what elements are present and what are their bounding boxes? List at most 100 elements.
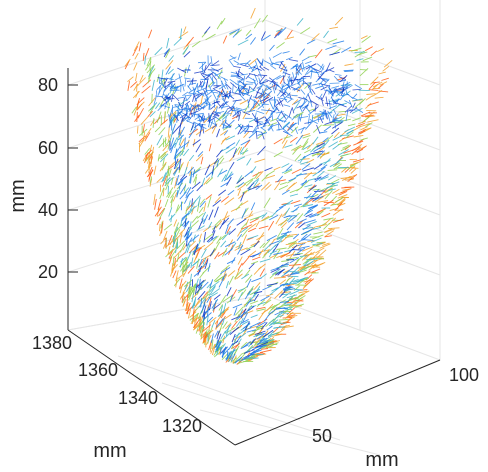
vector-arrow [314, 176, 322, 181]
vector-arrow [225, 135, 236, 141]
vector-arrow [148, 173, 151, 182]
vector-arrow [175, 238, 179, 248]
vector-arrow [322, 124, 335, 126]
vector-arrow [240, 200, 249, 206]
vector-arrow [168, 168, 172, 177]
vector-arrow [158, 127, 166, 136]
vector-arrow [162, 175, 168, 187]
vector-arrow [199, 200, 206, 208]
vector-arrow [243, 353, 253, 359]
vector-arrow [253, 78, 257, 87]
vector-arrow [240, 319, 249, 324]
vector-arrow [174, 75, 183, 81]
vector-arrow [364, 46, 373, 52]
vector-arrow [248, 95, 252, 104]
vector-arrow [279, 311, 287, 318]
vector-arrow [180, 218, 183, 227]
vector-arrow [169, 82, 173, 90]
vector-arrow [202, 78, 206, 87]
x-axis-label: mm [365, 449, 398, 471]
vector-arrow [236, 233, 243, 242]
vector-arrow [317, 114, 326, 119]
vector-arrow [272, 83, 276, 94]
vector-arrow [318, 146, 325, 153]
vector-arrow [214, 72, 221, 80]
vector-arrow [329, 87, 337, 95]
vector-arrow [206, 236, 213, 243]
vector-arrow [156, 84, 162, 91]
vector-arrow [273, 138, 283, 145]
vector-arrow [323, 30, 329, 39]
vector-arrow [282, 274, 290, 278]
vector-arrow [292, 147, 299, 155]
vector-arrow [251, 112, 258, 121]
vector-arrow [154, 126, 161, 133]
vector-arrow [324, 183, 336, 190]
vector-arrow [302, 197, 312, 207]
vector-arrow [278, 98, 284, 107]
vector-arrow [160, 237, 167, 245]
vector-arrow [210, 288, 220, 296]
vector-arrow [209, 249, 215, 257]
vector-arrow [281, 262, 289, 267]
vector-arrow [242, 327, 252, 332]
vector-arrow [300, 113, 303, 121]
vector-arrow [204, 26, 211, 34]
vector-arrow [263, 87, 267, 93]
z-tick-labels: 80 60 40 20 [38, 75, 58, 282]
vector-arrow [239, 332, 247, 339]
vector-arrow [158, 87, 163, 95]
vector-arrow [235, 202, 243, 211]
vector-arrow [258, 225, 269, 230]
vector-arrow [250, 355, 258, 361]
vector-arrow [276, 119, 283, 128]
vector-arrow [337, 194, 348, 199]
vector-arrow [366, 93, 376, 95]
vector-arrow [325, 102, 333, 105]
vector-arrow [200, 90, 208, 96]
vector-arrow [269, 271, 277, 279]
vector-arrow [169, 249, 177, 260]
vector-arrow [285, 199, 294, 206]
vector-arrow [151, 79, 155, 91]
vector-arrow [216, 149, 223, 158]
vector-arrow [232, 148, 238, 158]
vector-arrow [175, 229, 181, 238]
vector-arrow [325, 62, 331, 72]
vector-arrow [323, 78, 330, 86]
vector-arrow [165, 66, 171, 75]
vector-arrow [270, 304, 279, 311]
vector-arrow [323, 125, 332, 132]
vector-arrow [218, 277, 225, 288]
vector-arrow [222, 114, 229, 120]
vector-arrow [296, 277, 308, 286]
vector-arrow [207, 335, 210, 344]
vector-arrow [244, 290, 251, 300]
vector-arrow [266, 325, 273, 331]
vector-arrow [307, 177, 317, 182]
vector-arrow [252, 96, 261, 99]
vector-arrow [291, 106, 295, 114]
vector-arrow [288, 240, 297, 245]
vector-arrow [178, 158, 182, 171]
vector-arrow [184, 94, 192, 97]
vector-arrow [195, 153, 204, 162]
vector-arrow [305, 61, 312, 64]
vector-arrow [312, 188, 321, 191]
vector-arrow [242, 112, 247, 120]
vector-arrow [268, 125, 274, 131]
vector-arrow [137, 107, 144, 119]
vector-arrow [200, 293, 211, 301]
vector-arrow [270, 319, 279, 325]
vector-arrow [179, 99, 187, 106]
vector-arrow [259, 80, 269, 85]
vector-arrow [226, 225, 231, 234]
vector-arrow [196, 279, 205, 289]
vector-arrow [173, 148, 178, 160]
vector-arrow [248, 185, 260, 191]
vector-arrow [310, 237, 322, 243]
vector-arrow [293, 86, 300, 91]
vector-arrow [200, 281, 209, 291]
vector-arrow [275, 61, 285, 63]
vector-arrow [237, 262, 243, 271]
